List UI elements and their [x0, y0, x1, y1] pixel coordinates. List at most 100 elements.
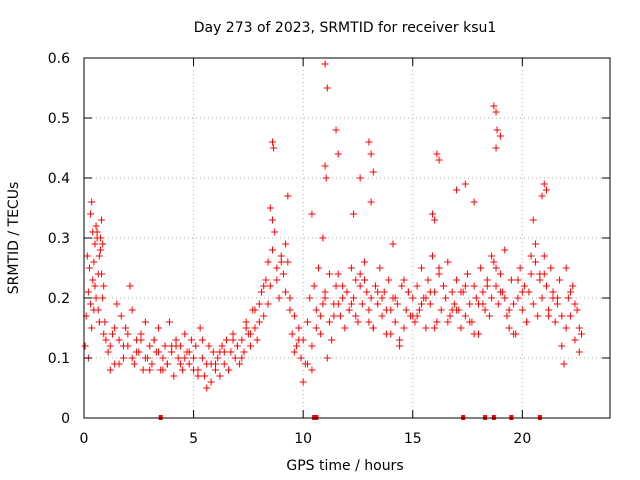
data-point — [216, 372, 224, 380]
data-point — [111, 324, 119, 332]
data-point — [490, 258, 498, 266]
data-point — [304, 360, 312, 368]
data-point — [93, 228, 101, 236]
data-point — [233, 342, 241, 350]
data-point — [266, 282, 274, 290]
data-point — [488, 252, 496, 260]
data-point — [516, 264, 524, 272]
data-point — [380, 288, 388, 296]
data-point — [472, 294, 480, 302]
data-point — [411, 318, 419, 326]
grid-lines — [84, 58, 610, 418]
data-point — [567, 288, 575, 296]
data-point — [92, 294, 100, 302]
data-point — [319, 300, 327, 308]
data-point — [96, 246, 104, 254]
data-point — [542, 282, 550, 290]
data-point — [308, 210, 316, 218]
data-point — [493, 126, 501, 134]
data-point — [85, 264, 93, 272]
data-point — [369, 324, 377, 332]
data-point — [347, 264, 355, 272]
data-point — [205, 342, 213, 350]
data-point — [433, 150, 441, 158]
data-point — [470, 198, 478, 206]
data-point — [496, 270, 504, 278]
data-point — [409, 312, 417, 320]
data-point — [336, 312, 344, 320]
data-point — [163, 360, 171, 368]
data-point — [488, 294, 496, 302]
data-point — [540, 270, 548, 278]
data-point — [378, 294, 386, 302]
data-point — [176, 360, 184, 368]
data-point — [444, 318, 452, 326]
data-point — [578, 330, 586, 338]
data-point — [321, 162, 329, 170]
data-point — [328, 336, 336, 344]
data-point — [181, 354, 189, 362]
data-point — [549, 294, 557, 302]
data-point — [529, 216, 537, 224]
data-point — [461, 180, 469, 188]
data-point — [558, 342, 566, 350]
data-point — [273, 264, 281, 272]
data-point — [91, 240, 99, 248]
data-point — [378, 312, 386, 320]
data-point — [542, 186, 550, 194]
data-point — [229, 336, 237, 344]
data-point — [521, 282, 529, 290]
data-point — [251, 306, 259, 314]
y-tick-label: 0.6 — [48, 51, 70, 67]
x-tick-label: 15 — [404, 431, 422, 447]
data-point — [523, 318, 531, 326]
data-point — [220, 360, 228, 368]
data-point — [308, 366, 316, 374]
data-point — [418, 264, 426, 272]
data-point — [128, 306, 136, 314]
x-tick-label: 20 — [513, 431, 531, 447]
data-point — [428, 252, 436, 260]
data-point — [457, 288, 465, 296]
data-point — [161, 342, 169, 350]
data-point — [321, 294, 329, 302]
data-point — [503, 312, 511, 320]
data-point — [268, 216, 276, 224]
data-point — [115, 336, 123, 344]
data-point — [569, 282, 577, 290]
data-point — [545, 306, 553, 314]
data-point — [529, 300, 537, 308]
data-point — [389, 240, 397, 248]
data-point — [227, 348, 235, 356]
data-point — [312, 324, 320, 332]
data-point — [356, 282, 364, 290]
data-point — [255, 318, 263, 326]
data-point — [330, 312, 338, 320]
data-point — [464, 270, 472, 278]
data-point — [194, 372, 202, 380]
data-point — [310, 282, 318, 290]
data-point — [238, 336, 246, 344]
data-point — [350, 210, 358, 218]
data-point — [172, 336, 180, 344]
data-point — [170, 372, 178, 380]
data-point — [214, 354, 222, 362]
data-point — [317, 330, 325, 338]
data-point — [571, 300, 579, 308]
data-point — [192, 342, 200, 350]
data-point — [322, 174, 330, 182]
data-point — [400, 276, 408, 284]
data-point — [104, 348, 112, 356]
data-point — [350, 294, 358, 302]
data-point — [492, 282, 500, 290]
data-point — [260, 282, 268, 290]
data-point — [446, 312, 454, 320]
data-point — [367, 294, 375, 302]
data-point — [325, 270, 333, 278]
data-point — [181, 330, 189, 338]
data-point — [262, 276, 270, 284]
data-point — [201, 372, 209, 380]
data-point — [277, 258, 285, 266]
data-point — [81, 342, 89, 350]
data-point — [505, 324, 513, 332]
